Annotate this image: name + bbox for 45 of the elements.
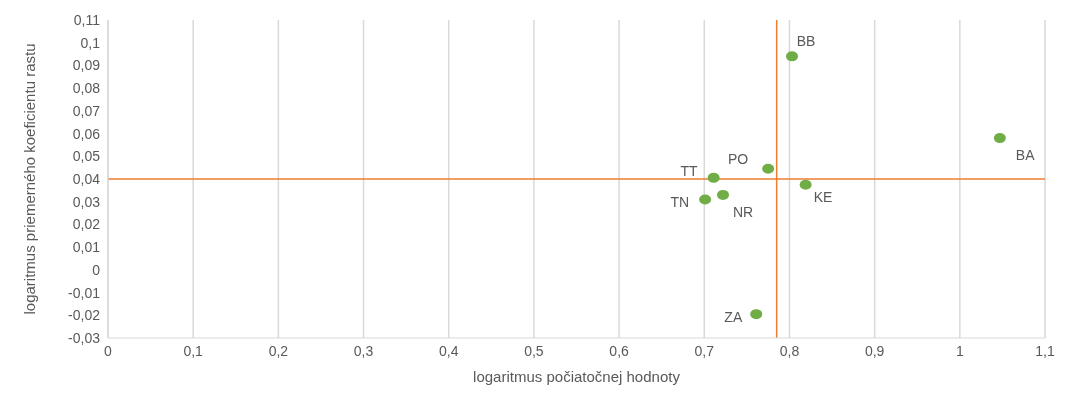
- point: [762, 163, 775, 174]
- annotation: ZA: [724, 308, 743, 325]
- x-tick-label: 0,8: [779, 342, 800, 359]
- x-tick-label: 0,6: [609, 342, 630, 359]
- y-tick-label: 0,02: [72, 216, 101, 233]
- x-tick-label: 0,7: [694, 342, 715, 359]
- y-tick-label: 0,03: [72, 193, 101, 210]
- x-tick-label: 1,1: [1035, 342, 1055, 359]
- y-tick-label: -0,03: [68, 329, 101, 346]
- annotation: BA: [1015, 146, 1036, 163]
- x-tick-label: 0,3: [353, 342, 374, 359]
- x-axis-title: logaritmus počiatočnej hodnoty: [473, 368, 681, 385]
- y-tick-label: 0,07: [72, 102, 101, 119]
- y-tick-label: -0,01: [68, 284, 101, 301]
- point: [750, 309, 763, 320]
- y-tick-label: 0,08: [72, 80, 101, 97]
- x-tick-label: 0,5: [524, 342, 544, 359]
- annotation: BB: [796, 33, 816, 50]
- y-tick-label: 0: [92, 261, 101, 278]
- y-tick-label: 0,01: [72, 239, 101, 256]
- point: [799, 179, 812, 190]
- x-tick-label: 0: [104, 342, 113, 359]
- point: [993, 133, 1006, 144]
- x-tick-label: 0,9: [864, 342, 885, 359]
- y-tick-label: -0,02: [68, 307, 101, 324]
- point: [786, 51, 799, 62]
- x-tick-label: 0,4: [438, 342, 459, 359]
- y-tick-label: 0,05: [72, 148, 101, 165]
- point: [707, 172, 720, 183]
- x-tick-label: 1: [955, 342, 964, 359]
- x-tick-label: 0,1: [183, 342, 204, 359]
- y-tick-label: 0,1: [80, 34, 101, 51]
- x-tick-label: 0,2: [268, 342, 289, 359]
- point: [717, 189, 730, 200]
- point: [699, 194, 712, 205]
- y-tick-label: 0,04: [72, 170, 101, 187]
- annotation: TN: [670, 194, 690, 211]
- y-tick-label: 0,11: [73, 11, 101, 28]
- y-tick-label: 0,06: [72, 125, 101, 142]
- annotation: KE: [813, 189, 833, 206]
- y-axis-title: logaritmus priemerného koeficientu rastu: [21, 43, 39, 315]
- y-tick-label: 0,09: [72, 57, 101, 74]
- annotation: NR: [733, 203, 754, 220]
- annotation: PO: [727, 151, 749, 168]
- annotation: TT: [680, 162, 699, 179]
